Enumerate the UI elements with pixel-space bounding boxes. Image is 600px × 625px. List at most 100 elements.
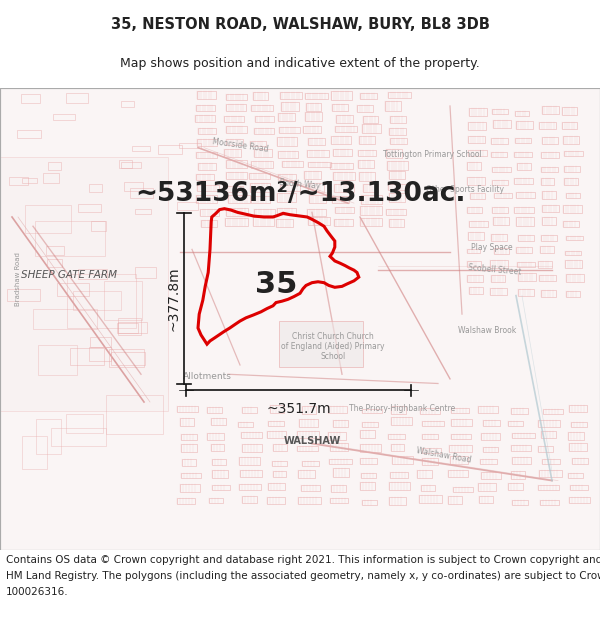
Bar [390, 116, 406, 124]
Bar [332, 468, 349, 476]
Bar [362, 499, 377, 505]
Bar [250, 182, 270, 191]
Bar [491, 234, 507, 241]
Bar [542, 409, 563, 414]
Bar [119, 159, 132, 168]
Bar [242, 407, 257, 413]
Bar [358, 105, 373, 112]
Bar [249, 173, 270, 179]
Bar [33, 309, 97, 329]
Bar [121, 101, 134, 107]
Bar [226, 218, 248, 226]
Text: 35: 35 [255, 269, 297, 299]
Bar [307, 209, 326, 216]
Bar [538, 419, 560, 428]
Bar [9, 177, 28, 184]
Bar [482, 421, 500, 426]
Bar [538, 446, 553, 452]
Bar [467, 276, 483, 282]
Bar [277, 208, 296, 216]
Bar [254, 149, 272, 158]
Bar [280, 92, 302, 99]
Bar [330, 443, 348, 451]
Bar [272, 471, 286, 477]
Bar [512, 432, 535, 439]
Bar [181, 444, 197, 452]
Bar [361, 472, 376, 478]
Bar [212, 485, 230, 490]
Bar [176, 202, 197, 210]
Bar [490, 288, 507, 295]
Bar [109, 349, 143, 367]
Bar [224, 149, 241, 157]
Bar [448, 496, 462, 504]
Bar [308, 138, 325, 145]
Bar [91, 221, 106, 231]
Bar [226, 159, 247, 168]
Bar [308, 217, 331, 225]
Bar [361, 195, 382, 204]
Bar [302, 406, 316, 414]
Bar [422, 458, 438, 464]
Bar [251, 196, 270, 202]
Bar [566, 193, 580, 198]
Bar [542, 106, 559, 114]
Bar [451, 456, 468, 464]
Bar [106, 395, 163, 434]
Bar [492, 180, 508, 185]
Bar [79, 269, 107, 279]
Bar [389, 482, 410, 490]
Bar [360, 206, 382, 215]
Bar [362, 422, 377, 427]
Bar [299, 419, 317, 427]
Bar [226, 104, 247, 111]
Bar [38, 345, 77, 375]
Bar [515, 138, 532, 143]
Bar [515, 111, 529, 116]
Bar [65, 92, 88, 103]
Bar [422, 434, 439, 439]
Bar [451, 408, 469, 413]
Bar [330, 498, 348, 503]
Bar [389, 472, 408, 478]
Bar [303, 126, 321, 133]
Bar [538, 261, 551, 268]
Bar [566, 291, 580, 297]
Bar [196, 152, 217, 158]
Bar [89, 348, 110, 361]
Bar [479, 496, 493, 502]
Bar [518, 234, 534, 241]
Bar [226, 126, 247, 133]
Bar [542, 217, 556, 225]
Bar [277, 138, 297, 146]
Bar [388, 91, 411, 98]
Bar [469, 221, 488, 227]
Bar [241, 432, 262, 437]
Bar [569, 405, 587, 412]
Bar [359, 173, 375, 181]
Bar [571, 422, 587, 427]
Bar [516, 192, 535, 198]
Bar [421, 484, 435, 491]
Bar [334, 149, 352, 156]
Bar [361, 458, 377, 464]
Bar [540, 500, 559, 504]
Bar [518, 273, 536, 281]
Bar [181, 418, 194, 426]
Bar [566, 236, 583, 241]
Bar [104, 281, 142, 320]
Text: SHEEP GATE FARM: SHEEP GATE FARM [21, 270, 117, 280]
Bar [278, 113, 295, 121]
Bar [492, 109, 508, 114]
Bar [514, 178, 533, 184]
Bar [7, 289, 40, 301]
Bar [305, 92, 328, 99]
Bar [569, 443, 587, 451]
Bar [541, 167, 559, 172]
Bar [563, 178, 578, 185]
Text: Bradshaw Road: Bradshaw Road [15, 253, 21, 306]
Bar [360, 444, 382, 452]
Bar [22, 178, 37, 183]
Bar [239, 484, 261, 490]
Bar [541, 289, 556, 297]
